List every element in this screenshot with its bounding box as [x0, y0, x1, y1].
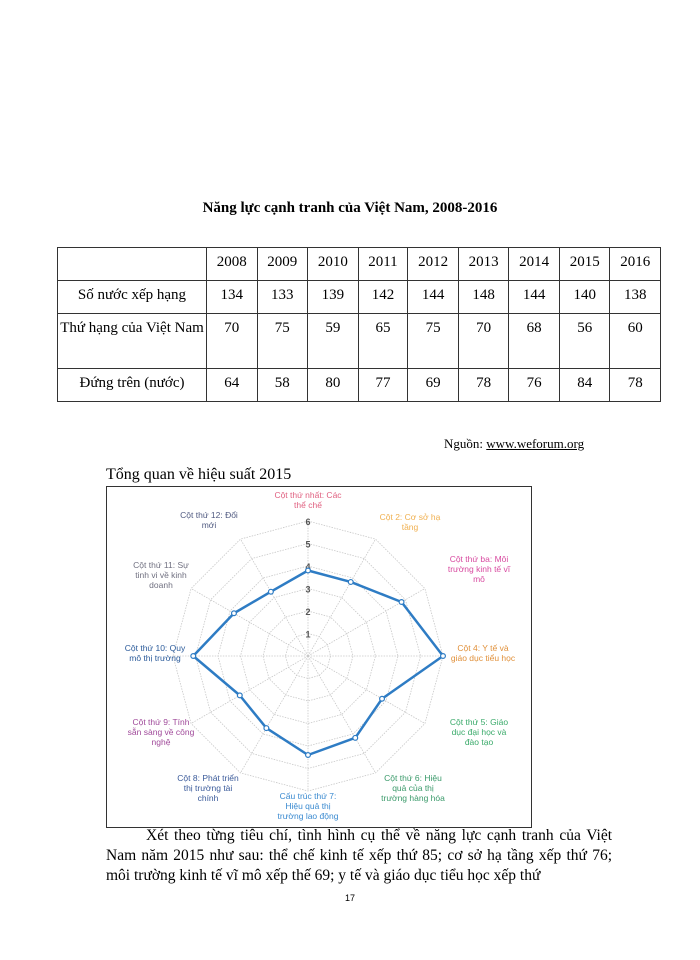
table-cell: 142 [357, 280, 409, 314]
category-label: Cột thứ 6: Hiệu quả của thị trường hàng hó… [381, 773, 445, 803]
grid-spoke [240, 538, 309, 657]
table-cell: 78 [457, 368, 510, 402]
table-cell: 148 [457, 280, 510, 314]
data-point-marker [305, 567, 312, 574]
category-label: Cột thứ 11: Sự tinh vi về kinh doanh [133, 560, 189, 590]
table-cell: 69 [407, 368, 459, 402]
table-title: Năng lực cạnh tranh của Việt Nam, 2008-2… [202, 200, 498, 216]
competitiveness-table: 2008 2009 2010 2011 2012 2013 2014 2015 … [57, 247, 661, 402]
grid-ring [195, 543, 421, 769]
category-label: Cột thứ 12: Đổi mới [180, 510, 238, 530]
category-label: Cấu trúc thứ 7: Hiệu quả thị trường lao độ… [278, 791, 339, 821]
header-cell: 2012 [407, 247, 459, 281]
header-cell: 2008 [206, 247, 258, 281]
series-line [192, 569, 445, 757]
radar-chart: 1 2 3 4 5 6 Cột thứ nhất: Các thể chế Cột 2: Cơ … [106, 486, 532, 828]
data-point-marker [347, 578, 354, 585]
table-cell: 144 [407, 280, 459, 314]
table-cell: 58 [256, 368, 309, 402]
data-point-marker [379, 695, 386, 702]
category-label: Cột thứ 9: Tính sẵn sàng về công nghệ [128, 717, 195, 747]
table-cell: 84 [558, 368, 611, 402]
table-cell: 60 [609, 313, 661, 369]
table-cell: 59 [307, 313, 359, 369]
data-point-marker [352, 734, 359, 741]
table-cell: 70 [457, 313, 510, 369]
grid-spoke [190, 655, 309, 724]
grid-spoke [190, 588, 309, 657]
source-note: Nguồn: www.weforum.org [444, 436, 584, 452]
table-cell: 65 [357, 313, 409, 369]
table-cell: 134 [206, 280, 258, 314]
grid-spoke [307, 655, 376, 774]
axis-tick-label: 6 [305, 517, 310, 527]
table-cell: 139 [307, 280, 359, 314]
radar-chart-svg: 1 2 3 4 5 6 Cột thứ nhất: Các thể chế Cột 2: Cơ … [125, 490, 516, 821]
table-row: Số nước xếp hạng 134 133 139 142 144 148… [57, 280, 661, 314]
source-link[interactable]: www.weforum.org [486, 436, 585, 451]
table-cell: 75 [256, 313, 309, 369]
table-cell: 56 [558, 313, 611, 369]
header-cell: 2010 [307, 247, 359, 281]
table-cell: 80 [307, 368, 359, 402]
row-label: Đứng trên (nước) [57, 368, 207, 402]
table-cell: 138 [609, 280, 661, 314]
table-cell: 77 [357, 368, 409, 402]
grid-spoke [307, 655, 426, 724]
category-label: Cột thứ ba: Môi trường kinh tế vĩ mô [448, 554, 511, 584]
grid-spoke [307, 588, 426, 657]
category-label: Cột thứ nhất: Các thể chế [274, 490, 342, 510]
category-label: Cột 8: Phát triển thị trường tài chính [177, 773, 239, 803]
category-label: Cột 2: Cơ sở hạ tầng [380, 512, 441, 532]
data-point-marker [267, 588, 274, 595]
data-point-marker [236, 692, 243, 699]
header-cell-empty [57, 247, 207, 281]
grid-ring [262, 610, 354, 702]
data-point-marker [230, 610, 237, 617]
table-cell: 140 [558, 280, 611, 314]
table-header-row: 2008 2009 2010 2011 2012 2013 2014 2015 … [57, 247, 661, 281]
data-point-marker [190, 653, 197, 660]
body-paragraph: Xét theo từng tiêu chí, tình hình cụ thể… [106, 826, 612, 886]
paragraph-text: Xét theo từng tiêu chí, tình hình cụ thể… [106, 827, 612, 884]
data-point-marker [305, 752, 312, 759]
table-row: Đứng trên (nước) 64 58 80 77 69 78 76 84… [57, 368, 661, 402]
table-cell: 75 [407, 313, 459, 369]
grid-spoke [307, 538, 376, 657]
axis-tick-label: 4 [305, 562, 310, 572]
table-row: Thứ hạng của Việt Nam 70 75 59 65 75 70 … [57, 313, 661, 369]
data-point-marker [398, 598, 405, 605]
table-cell: 78 [609, 368, 661, 402]
table-cell: 70 [206, 313, 258, 369]
header-cell: 2016 [609, 247, 661, 281]
axis-tick-label: 3 [305, 585, 310, 595]
header-cell: 2014 [508, 247, 560, 281]
table-cell: 133 [256, 280, 309, 314]
category-label: Cột 4: Y tế và giáo dục tiểu học [451, 643, 516, 663]
table-cell: 144 [508, 280, 560, 314]
data-point-marker [440, 653, 447, 660]
category-label: Cột thứ 5: Giáo dục đại học và đào tạo [450, 717, 508, 747]
grid-ring [172, 520, 444, 792]
row-label: Số nước xếp hạng [57, 280, 207, 314]
grid-spoke [240, 655, 309, 774]
row-label: Thứ hạng của Việt Nam [57, 313, 207, 369]
axis-tick-label: 1 [305, 630, 310, 640]
axis-tick-label: 5 [305, 540, 310, 550]
table-cell: 64 [206, 368, 258, 402]
axis-tick-label: 2 [305, 607, 310, 617]
table-cell: 76 [508, 368, 560, 402]
header-cell: 2011 [357, 247, 409, 281]
header-cell: 2009 [256, 247, 309, 281]
header-cell: 2015 [558, 247, 611, 281]
category-label: Cột thứ 10: Quy mô thị trường [125, 643, 186, 663]
table-cell: 68 [508, 313, 560, 369]
page-number: 17 [344, 893, 355, 903]
source-label: Nguồn: [444, 436, 483, 451]
data-point-marker [263, 725, 270, 732]
chart-heading: Tổng quan về hiệu suất 2015 [106, 466, 292, 483]
header-cell: 2013 [457, 247, 510, 281]
